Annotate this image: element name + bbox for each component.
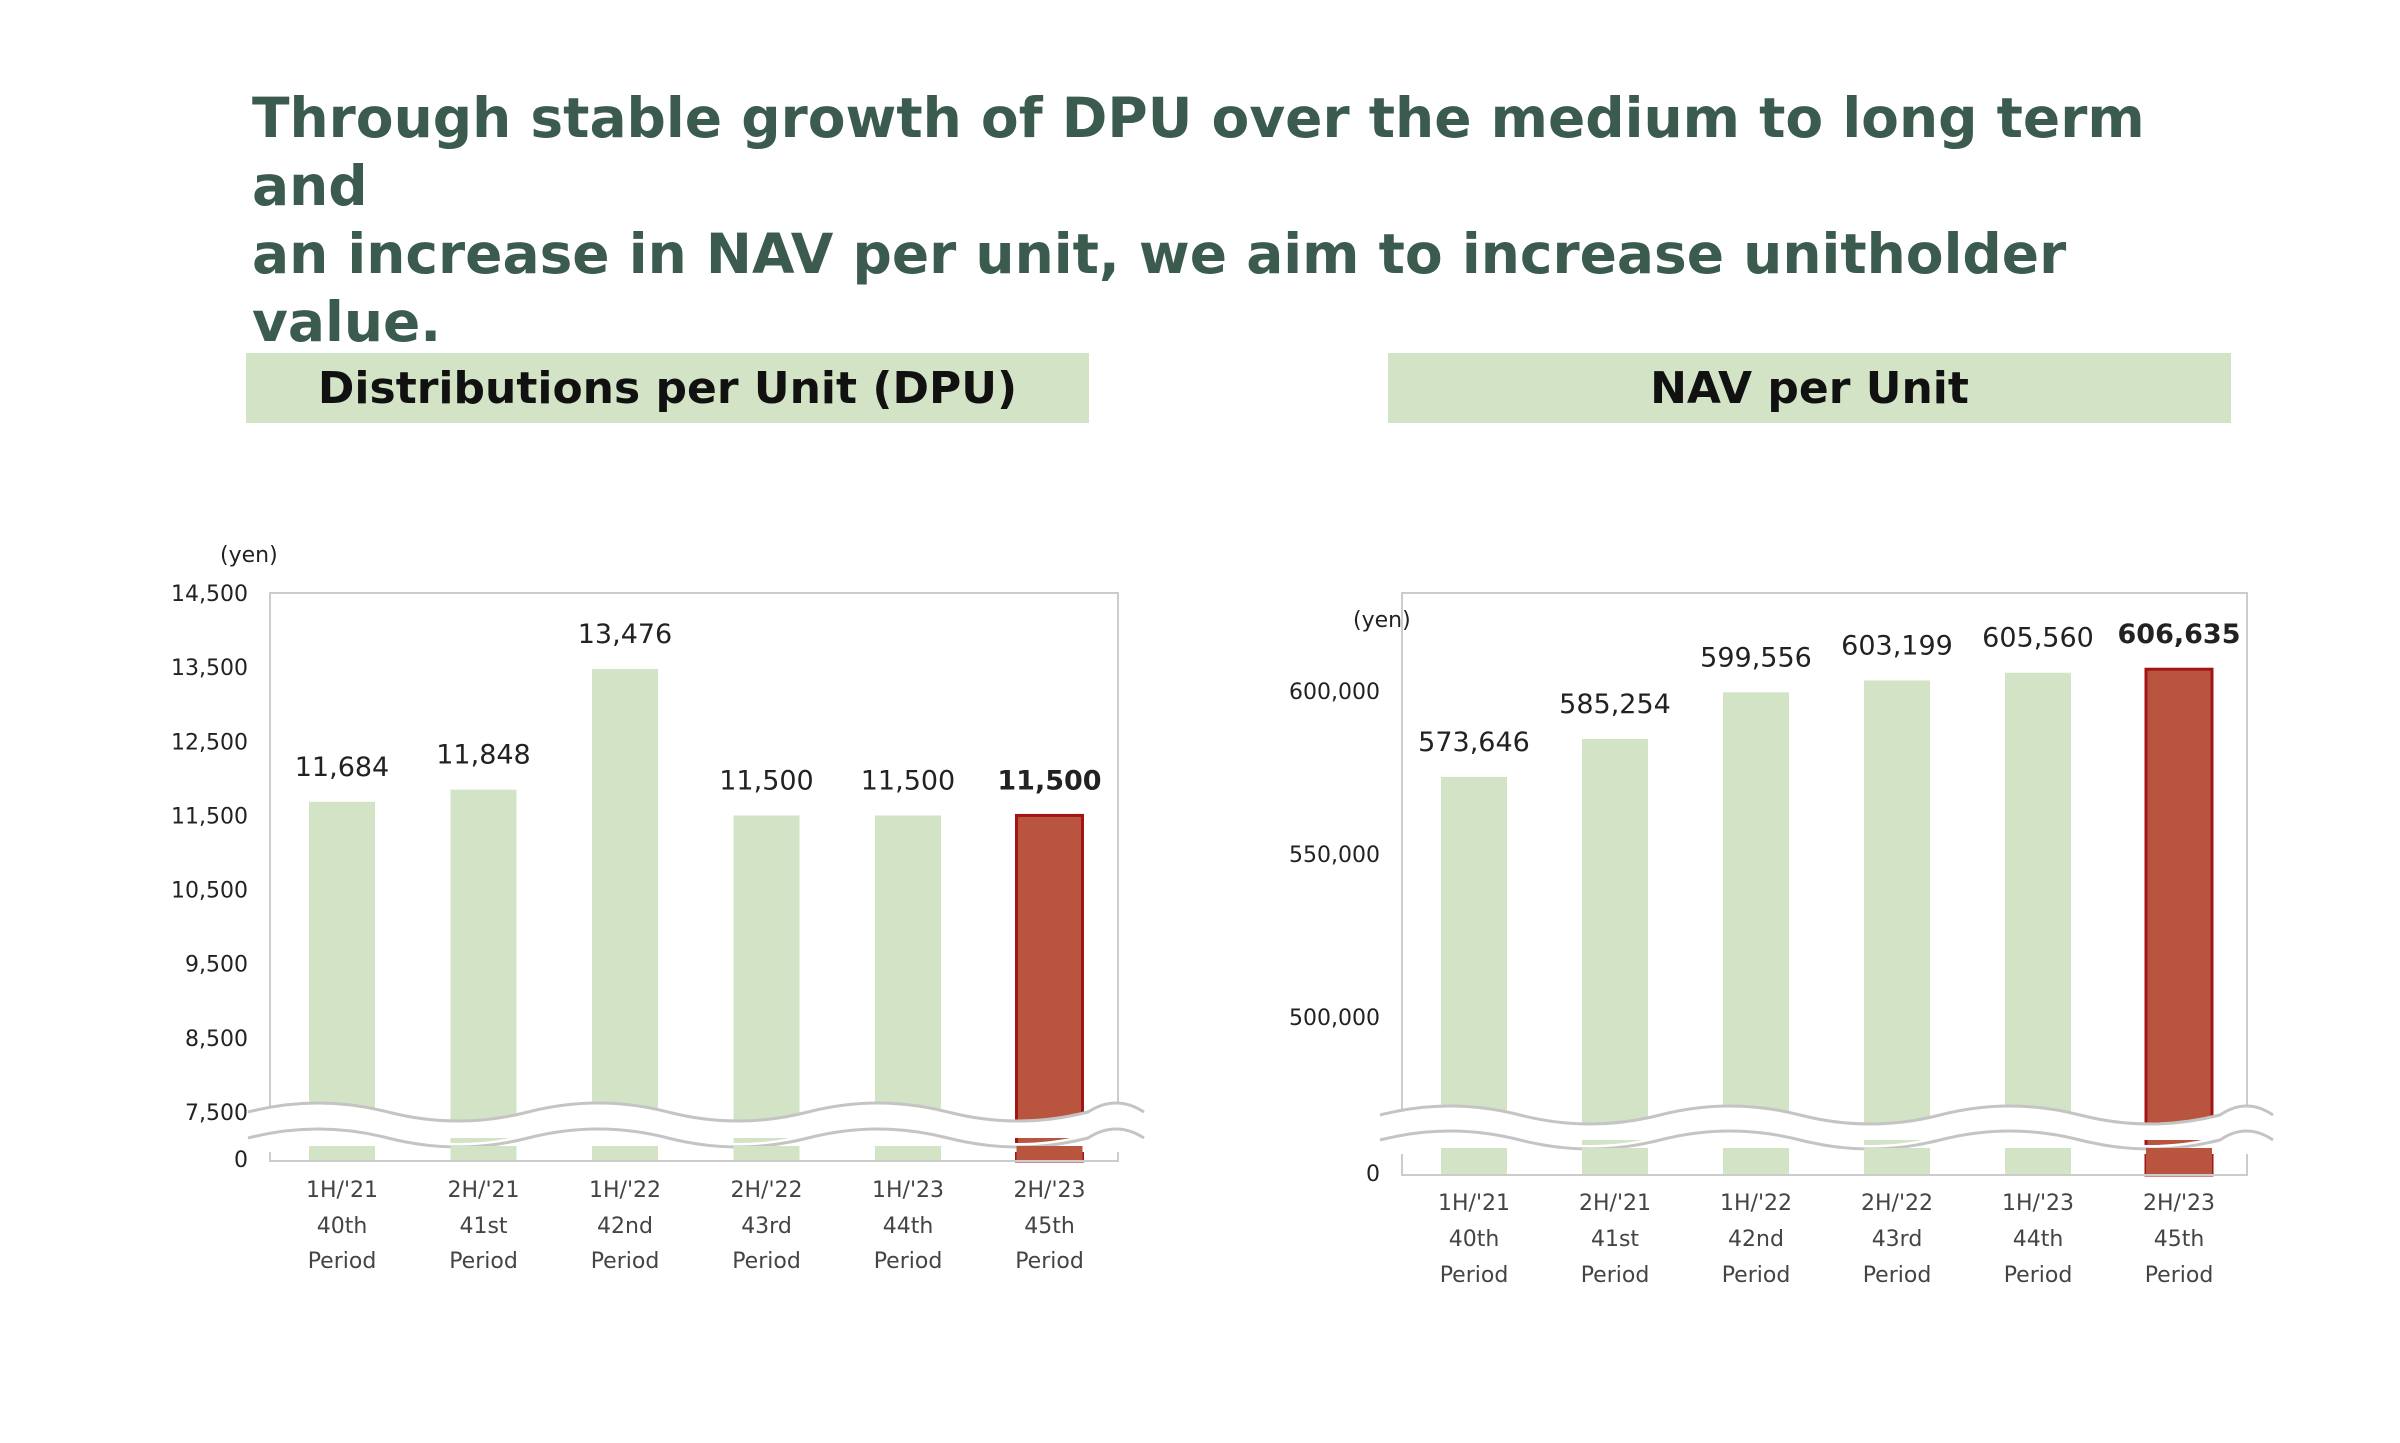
dpu-category-label: Period (1015, 1249, 1084, 1274)
nav-category-label: 45th (2154, 1227, 2205, 1252)
dpu-category-label: Period (732, 1249, 801, 1274)
nav-y-tick-label: 600,000 (1289, 680, 1380, 705)
nav-axis-break-line (1379, 1104, 2274, 1126)
dpu-y-tick-label: 13,500 (171, 656, 248, 681)
dpu-bar-stub (592, 1146, 658, 1161)
nav-data-label: 606,635 (2118, 619, 2241, 650)
dpu-category-label: 1H/'23 (872, 1178, 944, 1203)
dpu-bar-stub (450, 1146, 517, 1161)
dpu-category-label: 45th (1024, 1214, 1075, 1239)
headline-line-2: an increase in NAV per unit, we aim to i… (252, 222, 2067, 354)
dpu-category-label: Period (308, 1249, 377, 1274)
dpu-category-label: Period (874, 1249, 943, 1274)
nav-category-label: Period (1440, 1263, 1509, 1288)
dpu-y-tick-label: 8,500 (185, 1027, 248, 1052)
nav-data-label: 585,254 (1559, 689, 1671, 720)
headline: Through stable growth of DPU over the me… (252, 84, 2232, 356)
nav-data-label: 605,560 (1982, 623, 2094, 654)
dpu-y-tick-label: 14,500 (171, 582, 248, 607)
nav-category-label: Period (1863, 1263, 1932, 1288)
nav-bar-stub (2005, 1148, 2071, 1175)
nav-category-label: 40th (1449, 1227, 1500, 1252)
dpu-bar-stub (875, 1146, 941, 1161)
dpu-bar (733, 815, 800, 1161)
nav-y-tick-label: 550,000 (1289, 843, 1380, 868)
nav-bar (1864, 680, 1930, 1175)
nav-plot-frame (1401, 592, 2248, 1176)
nav-bar (2005, 672, 2071, 1175)
nav-category-label: 2H/'21 (1579, 1191, 1651, 1216)
nav-category-label: Period (1722, 1263, 1791, 1288)
dpu-bar (592, 668, 658, 1161)
nav-category-label: 44th (2013, 1227, 2064, 1252)
nav-bar (1582, 738, 1648, 1175)
nav-y-tick-label: 500,000 (1289, 1006, 1380, 1031)
headline-line-1: Through stable growth of DPU over the me… (252, 86, 2145, 218)
dpu-bar (450, 789, 517, 1161)
nav-category-label: 2H/'22 (1861, 1191, 1933, 1216)
nav-category-label: Period (2004, 1263, 2073, 1288)
dpu-category-label: 43rd (741, 1214, 792, 1239)
dpu-y-tick-label: 10,500 (171, 879, 248, 904)
nav-bar (2144, 667, 2214, 1177)
nav-category-label: 1H/'22 (1720, 1191, 1792, 1216)
dpu-data-label: 11,500 (719, 765, 813, 796)
nav-category-label: 2H/'23 (2143, 1191, 2215, 1216)
dpu-category-label: 42nd (597, 1214, 653, 1239)
dpu-data-label: 11,848 (436, 740, 530, 771)
dpu-category-label: 2H/'22 (731, 1178, 803, 1203)
dpu-category-label: 40th (317, 1214, 368, 1239)
dpu-category-label: 2H/'21 (448, 1178, 520, 1203)
nav-category-label: Period (1581, 1263, 1650, 1288)
dpu-unit-label: (yen) (220, 543, 278, 568)
dpu-y-tick-label: 11,500 (171, 804, 248, 829)
nav-bar-stub (1864, 1148, 1930, 1175)
dpu-category-label: 2H/'23 (1014, 1178, 1086, 1203)
nav-category-label: 1H/'21 (1438, 1191, 1510, 1216)
dpu-category-label: Period (591, 1249, 660, 1274)
dpu-bar-stub (733, 1146, 800, 1161)
nav-y-tick-label-zero: 0 (1366, 1162, 1380, 1187)
dpu-axis-break-line (247, 1101, 1145, 1123)
dpu-data-label: 13,476 (578, 619, 672, 650)
dpu-bar-stub (1016, 1146, 1083, 1161)
nav-category-label: 43rd (1872, 1227, 1923, 1252)
dpu-data-label: 11,500 (997, 765, 1101, 796)
dpu-category-label: 1H/'22 (589, 1178, 661, 1203)
dpu-y-tick-label: 9,500 (185, 953, 248, 978)
nav-data-label: 599,556 (1700, 642, 1812, 673)
dpu-bar-stub (309, 1146, 375, 1161)
dpu-bar (309, 801, 375, 1161)
dpu-y-tick-label-zero: 0 (234, 1148, 248, 1173)
dpu-y-tick-label: 12,500 (171, 730, 248, 755)
dpu-category-label: 44th (883, 1214, 934, 1239)
dpu-data-label: 11,500 (861, 765, 955, 796)
nav-bar-stub (1441, 1148, 1507, 1175)
nav-data-label: 573,646 (1418, 727, 1530, 758)
nav-bar-stub (1582, 1148, 1648, 1175)
nav-bar-stub (1723, 1148, 1789, 1175)
nav-chart-title: NAV per Unit (1388, 353, 2231, 423)
dpu-data-label: 11,684 (295, 752, 389, 783)
dpu-category-label: Period (449, 1249, 518, 1274)
dpu-chart-title: Distributions per Unit (DPU) (246, 353, 1089, 423)
nav-data-label: 603,199 (1841, 630, 1953, 661)
nav-category-label: Period (2145, 1263, 2214, 1288)
dpu-category-label: 41st (459, 1214, 507, 1239)
nav-category-label: 42nd (1728, 1227, 1784, 1252)
nav-bar-stub (2146, 1148, 2212, 1175)
dpu-y-tick-label: 7,500 (185, 1101, 248, 1126)
nav-category-label: 41st (1591, 1227, 1639, 1252)
nav-bar (1723, 692, 1789, 1175)
dpu-category-label: 1H/'21 (306, 1178, 378, 1203)
nav-category-label: 1H/'23 (2002, 1191, 2074, 1216)
dpu-bar (1015, 813, 1084, 1163)
